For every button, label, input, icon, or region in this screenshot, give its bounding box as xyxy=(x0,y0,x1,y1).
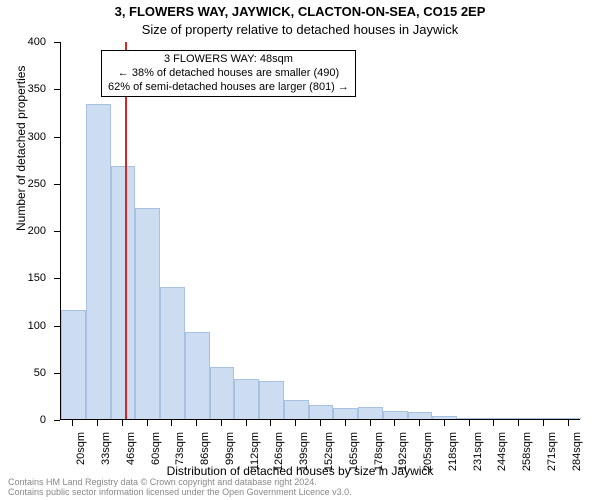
y-tick-label: 150 xyxy=(28,272,54,284)
bar xyxy=(160,287,185,419)
bar xyxy=(61,310,86,419)
callout-line3: 62% of semi-detached houses are larger (… xyxy=(108,81,349,95)
callout-line2: ← 38% of detached houses are smaller (49… xyxy=(108,67,349,81)
y-tick-label: 250 xyxy=(28,178,54,190)
chart-subtitle: Size of property relative to detached ho… xyxy=(0,22,600,37)
y-tick-label: 400 xyxy=(28,36,54,48)
x-tick-label: 99sqm xyxy=(224,432,236,465)
bar xyxy=(556,418,581,419)
x-tick-label: 60sqm xyxy=(150,432,162,465)
x-tick-label: 46sqm xyxy=(125,432,137,465)
y-tick-label: 300 xyxy=(28,131,54,143)
y-tick-label: 50 xyxy=(34,367,54,379)
x-tick-label: 33sqm xyxy=(100,432,112,465)
bar xyxy=(457,418,482,419)
plot-area: 3 FLOWERS WAY: 48sqm ← 38% of detached h… xyxy=(60,42,580,420)
bar xyxy=(284,400,309,419)
x-tick-label: 20sqm xyxy=(75,432,87,465)
chart-title: 3, FLOWERS WAY, JAYWICK, CLACTON-ON-SEA,… xyxy=(0,4,600,19)
y-tick-label: 350 xyxy=(28,83,54,95)
bar xyxy=(234,379,259,419)
bar xyxy=(259,381,284,419)
bar xyxy=(111,166,136,419)
bar xyxy=(86,104,111,419)
footer-line2: Contains public sector information licen… xyxy=(8,488,352,498)
bar xyxy=(482,418,507,419)
chart-container: 3, FLOWERS WAY, JAYWICK, CLACTON-ON-SEA,… xyxy=(0,0,600,500)
y-tick-label: 200 xyxy=(28,225,54,237)
bar xyxy=(333,408,358,419)
bar xyxy=(507,418,532,419)
bar xyxy=(531,418,556,419)
x-tick-label: 73sqm xyxy=(174,432,186,465)
bar xyxy=(210,367,235,419)
x-tick-label: 86sqm xyxy=(199,432,211,465)
bar xyxy=(135,208,160,419)
bar xyxy=(358,407,383,419)
y-axis-label: Number of detached properties xyxy=(14,66,28,231)
marker-line xyxy=(125,42,127,419)
x-axis-label: Distribution of detached houses by size … xyxy=(0,464,600,478)
bar xyxy=(432,416,457,419)
callout-line1: 3 FLOWERS WAY: 48sqm xyxy=(108,53,349,67)
bar xyxy=(408,412,433,419)
bar xyxy=(383,411,408,419)
callout-box: 3 FLOWERS WAY: 48sqm ← 38% of detached h… xyxy=(101,50,356,97)
footer-attribution: Contains HM Land Registry data © Crown c… xyxy=(8,478,352,498)
y-tick-label: 0 xyxy=(40,414,54,426)
bar xyxy=(185,332,210,419)
y-tick-label: 100 xyxy=(28,320,54,332)
bar xyxy=(309,405,334,419)
